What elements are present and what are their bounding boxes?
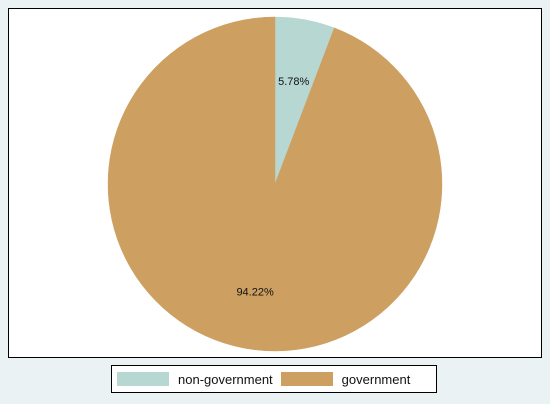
legend-label-government: government — [341, 371, 411, 387]
legend-label-non-government: non-government — [178, 371, 273, 387]
legend-swatch-government — [280, 372, 333, 386]
legend-swatch-non-government — [117, 372, 169, 386]
pie-label-non-government: 5.78% — [278, 76, 309, 88]
legend-item-government: government — [280, 371, 411, 387]
legend-item-non-government: non-government — [117, 372, 273, 387]
legend: non-government government — [111, 365, 437, 393]
pie-label-government: 94.22% — [236, 286, 274, 298]
pie-slice-government — [107, 16, 443, 352]
